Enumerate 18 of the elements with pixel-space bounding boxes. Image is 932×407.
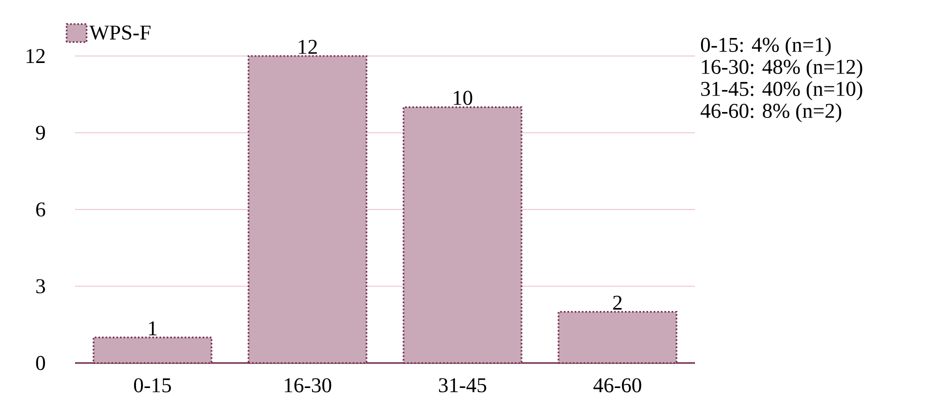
- y-tick-label: 12: [26, 49, 45, 63]
- x-tick-label: 16-30: [284, 378, 332, 392]
- legend-label: WPS-F: [89, 26, 150, 40]
- data-label: 1: [149, 321, 156, 336]
- text: 46-60: 8% (n=2): [700, 103, 842, 122]
- data-label: 2: [613, 296, 622, 310]
- y-tick-label: 6: [36, 202, 46, 217]
- text: 16-30: 48% (n=12): [702, 59, 862, 78]
- text: 31-45: 40% (n=10): [701, 81, 862, 100]
- y-tick-label: 0: [36, 356, 46, 370]
- data-label: 12: [298, 40, 317, 54]
- data-label: 10: [454, 90, 472, 105]
- y-tick-label: 3: [36, 279, 45, 294]
- x-tick-label: 46-60: [593, 378, 642, 392]
- y-tick-label: 9: [36, 126, 45, 140]
- x-tick-label: 0-15: [134, 378, 171, 392]
- x-tick-label: 31-45: [439, 378, 486, 392]
- text: 0-15: 4% (n=1): [701, 37, 831, 56]
